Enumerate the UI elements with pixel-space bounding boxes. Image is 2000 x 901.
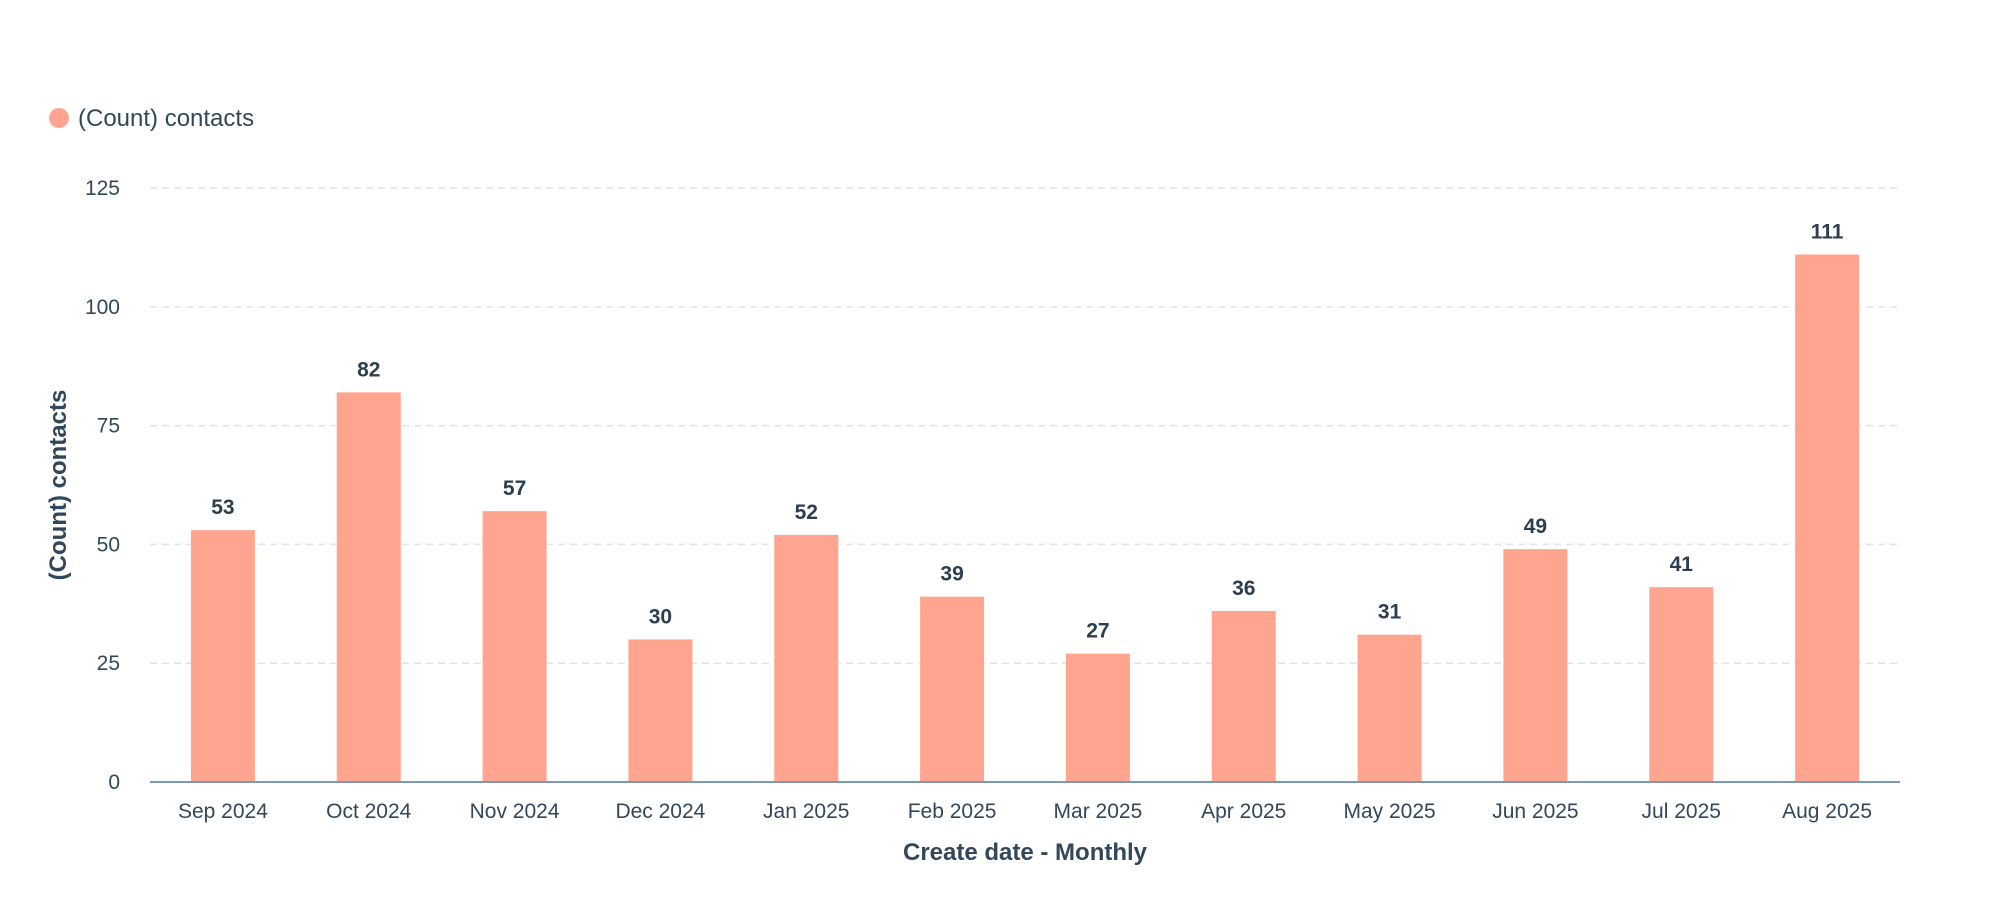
x-tick-label: Aug 2025 bbox=[1782, 800, 1872, 823]
bar[interactable] bbox=[1065, 653, 1130, 782]
y-tick-label: 50 bbox=[97, 533, 120, 556]
x-tick-label: Feb 2025 bbox=[908, 800, 997, 823]
data-label: 41 bbox=[1670, 553, 1694, 576]
bar[interactable] bbox=[1503, 549, 1568, 782]
y-axis-ticks: 0 25 50 75 100 125 bbox=[85, 177, 120, 794]
bar[interactable] bbox=[190, 530, 255, 782]
x-axis-label: Create date - Monthly bbox=[903, 839, 1148, 866]
bar[interactable] bbox=[1357, 634, 1422, 782]
x-tick-label: Nov 2024 bbox=[470, 800, 560, 823]
legend-swatch[interactable] bbox=[49, 108, 69, 128]
data-label: 31 bbox=[1378, 601, 1402, 624]
x-tick-label: Dec 2024 bbox=[615, 800, 705, 823]
data-label: 111 bbox=[1811, 221, 1844, 244]
data-label: 39 bbox=[940, 563, 963, 586]
x-tick-label: Jul 2025 bbox=[1642, 800, 1721, 823]
x-tick-label: Mar 2025 bbox=[1054, 800, 1143, 823]
bars bbox=[190, 254, 1860, 782]
y-tick-label: 25 bbox=[97, 652, 120, 675]
bar[interactable] bbox=[336, 392, 401, 782]
data-label: 27 bbox=[1086, 620, 1109, 643]
data-label: 53 bbox=[211, 496, 234, 519]
bar[interactable] bbox=[628, 639, 693, 782]
y-tick-label: 125 bbox=[85, 177, 120, 200]
y-axis-label: (Count) contacts bbox=[45, 390, 72, 581]
y-tick-label: 75 bbox=[97, 415, 120, 438]
data-labels: 53 82 57 30 52 39 27 36 31 49 41 111 bbox=[211, 221, 1844, 643]
legend-label[interactable]: (Count) contacts bbox=[78, 105, 254, 132]
data-label: 52 bbox=[795, 501, 818, 524]
data-label: 36 bbox=[1232, 577, 1255, 600]
bar[interactable] bbox=[774, 534, 839, 782]
data-label: 82 bbox=[357, 358, 380, 381]
data-label: 30 bbox=[649, 605, 672, 628]
x-tick-label: Oct 2024 bbox=[326, 800, 412, 823]
bar[interactable] bbox=[1649, 587, 1714, 782]
x-tick-label: May 2025 bbox=[1343, 800, 1435, 823]
bar[interactable] bbox=[482, 511, 547, 782]
grid-lines bbox=[150, 187, 1900, 664]
y-tick-label: 0 bbox=[108, 771, 120, 794]
y-tick-label: 100 bbox=[85, 296, 120, 319]
bar[interactable] bbox=[1795, 254, 1860, 782]
x-tick-label: Jun 2025 bbox=[1492, 800, 1578, 823]
data-label: 49 bbox=[1524, 515, 1547, 538]
bar[interactable] bbox=[920, 596, 985, 782]
x-axis-ticks: Sep 2024 Oct 2024 Nov 2024 Dec 2024 Jan 2025… bbox=[178, 800, 1872, 823]
x-tick-label: Jan 2025 bbox=[763, 800, 849, 823]
data-label: 57 bbox=[503, 477, 526, 500]
x-tick-label: Sep 2024 bbox=[178, 800, 268, 823]
bar[interactable] bbox=[1211, 610, 1276, 782]
legend: (Count) contacts bbox=[49, 105, 254, 132]
x-tick-label: Apr 2025 bbox=[1201, 800, 1286, 823]
